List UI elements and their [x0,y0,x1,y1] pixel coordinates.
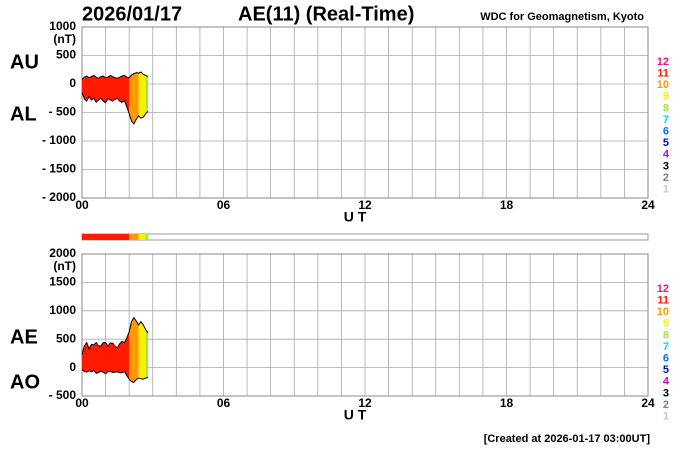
x-tick-label: 12 [358,396,372,410]
station-fill [138,317,146,383]
y-tick-label: 500 [56,331,76,345]
y-tick-label: 1000 [49,303,76,317]
x-tick-label: 18 [500,396,514,410]
y-tick-label: 0 [69,76,76,90]
x-tick-label: 12 [358,198,372,212]
series-line [81,316,149,355]
footer: [Created at 2026-01-17 03:00UT] [484,433,651,445]
station-legend-label: 6 [663,353,669,365]
station-legend-label: 4 [663,376,670,388]
series-label: AU [10,51,39,73]
station-legend-label: 2 [663,399,669,411]
y-tick-label: - 1000 [42,133,76,147]
station-legend-label: 8 [663,102,669,114]
station-fill [129,317,139,383]
station-fill [145,72,149,124]
y-tick-label: 500 [56,48,76,62]
station-legend-label: 3 [663,387,669,399]
series-line [81,71,149,80]
station-legend-label: 11 [657,68,669,80]
x-tick-label: 24 [641,198,655,212]
station-legend-label: 9 [663,318,669,330]
station-bar [145,234,149,240]
x-tick-label: 06 [217,396,231,410]
station-legend-label: 11 [657,295,669,307]
y-tick-label: - 500 [49,105,77,119]
y-tick-label: 0 [69,360,76,374]
y-unit: (nT) [53,32,76,46]
station-legend-label: 5 [663,137,669,149]
station-legend-label: 2 [663,172,669,184]
station-legend-label: 7 [663,341,669,353]
y-tick-label: 2000 [49,246,76,260]
x-axis-label: U T [344,407,367,423]
station-legend-label: 1 [663,184,669,196]
station-fill [145,317,149,383]
station-legend-label: 12 [657,283,669,295]
station-legend-label: 9 [663,91,669,103]
y-tick-label: 1000 [49,19,76,33]
station-bar [138,234,146,240]
x-tick-label: 00 [75,198,89,212]
station-legend-label: 8 [663,329,669,341]
station-bar [129,234,139,240]
series-label: AL [10,103,37,125]
source: WDC for Geomagnetism, Kyoto [480,11,644,23]
series-line [81,92,149,125]
y-tick-label: - 1500 [42,162,76,176]
station-legend-label: 3 [663,160,669,172]
title: AE(11) (Real-Time) [238,3,414,25]
series-label: AO [10,371,40,393]
y-tick-label: - 2000 [42,190,76,204]
series-label: AE [10,326,38,348]
x-tick-label: 18 [500,198,514,212]
station-bar-frame [81,233,649,241]
station-legend-label: 1 [663,411,669,423]
y-tick-label: - 500 [49,388,77,402]
station-legend-label: 12 [657,56,669,68]
station-bar [82,234,130,240]
x-tick-label: 00 [75,396,89,410]
station-legend-label: 5 [663,364,669,376]
x-tick-label: 06 [217,198,231,212]
plot-frame [81,26,649,199]
station-legend-label: 6 [663,126,669,138]
station-fill [138,72,146,124]
series-line [81,369,149,383]
y-tick-label: 1500 [49,275,76,289]
date: 2026/01/17 [82,3,182,25]
station-legend-label: 10 [657,306,669,318]
plot-frame [81,253,649,397]
x-axis-label: U T [344,209,367,225]
station-legend-label: 4 [663,149,670,161]
station-legend-label: 7 [663,114,669,126]
y-unit: (nT) [53,259,76,273]
station-legend-label: 10 [657,79,669,91]
station-fill [129,72,139,124]
x-tick-label: 24 [641,396,655,410]
